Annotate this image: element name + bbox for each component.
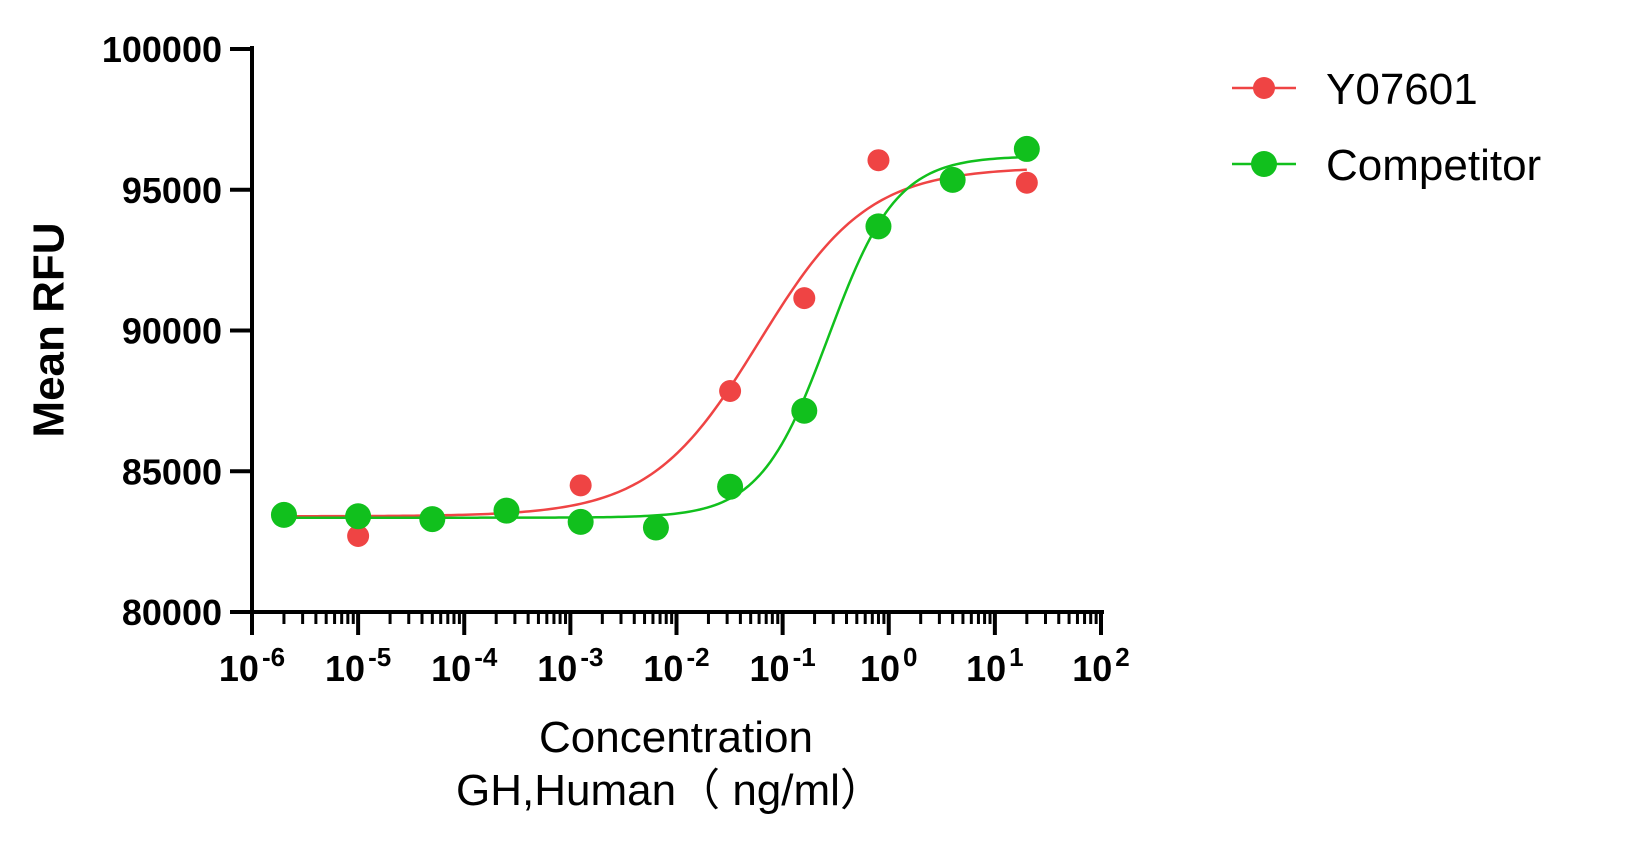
data-point-competitor xyxy=(939,166,966,193)
data-point-y07601 xyxy=(719,380,742,403)
x-tick-exponent: 1 xyxy=(1009,642,1023,672)
x-tick-exponent: -5 xyxy=(368,642,391,672)
fit-curve-competitor xyxy=(283,155,1027,519)
data-point-competitor xyxy=(1013,135,1040,162)
x-axis-title-line1: Concentration xyxy=(539,713,813,762)
legend-marker xyxy=(1251,151,1277,177)
data-point-competitor xyxy=(567,508,594,535)
data-point-y07601 xyxy=(569,474,592,497)
data-point-competitor xyxy=(791,397,818,424)
x-tick-base: 10 xyxy=(1072,648,1112,689)
x-tick-exponent: -3 xyxy=(580,642,603,672)
data-point-y07601 xyxy=(1015,171,1038,194)
fit-curve-y07601 xyxy=(283,168,1027,518)
x-tick-label: 10 0 xyxy=(860,642,918,689)
data-point-competitor xyxy=(717,473,744,500)
x-tick-label: 10 -2 xyxy=(643,642,709,689)
legend-label: Competitor xyxy=(1326,141,1541,190)
x-tick-base: 10 xyxy=(325,648,365,689)
x-tick-base: 10 xyxy=(643,648,683,689)
data-point-competitor xyxy=(419,506,446,533)
data-point-competitor xyxy=(865,213,892,240)
data-point-y07601 xyxy=(867,149,890,172)
x-tick-label: 10 -6 xyxy=(219,642,285,689)
x-tick-base: 10 xyxy=(431,648,471,689)
x-tick-label: 10 -5 xyxy=(325,642,391,689)
x-tick-label: 10 2 xyxy=(1072,642,1130,689)
x-tick-label: 10 -1 xyxy=(750,642,816,689)
x-tick-exponent: -4 xyxy=(474,642,498,672)
data-point-competitor xyxy=(642,514,669,541)
axes xyxy=(250,46,1104,614)
x-tick-base: 10 xyxy=(219,648,259,689)
x-tick-exponent: -2 xyxy=(686,642,709,672)
y-tick-label: 80000 xyxy=(122,592,222,633)
y-ticks: 80000 85000 90000 95000 100000 xyxy=(102,29,252,633)
data-point-y07601 xyxy=(793,287,816,310)
legend-marker xyxy=(1253,77,1275,99)
x-tick-exponent: 0 xyxy=(903,642,917,672)
y-tick-label: 100000 xyxy=(102,29,222,70)
data-points xyxy=(270,135,1040,547)
x-tick-base: 10 xyxy=(750,648,790,689)
y-tick-label: 95000 xyxy=(122,170,222,211)
y-tick-label: 85000 xyxy=(122,451,222,492)
data-point-competitor xyxy=(493,497,520,524)
x-tick-base: 10 xyxy=(860,648,900,689)
data-point-competitor xyxy=(345,503,372,530)
x-tick-label: 10 -3 xyxy=(537,642,603,689)
data-point-competitor xyxy=(270,501,297,528)
x-tick-base: 10 xyxy=(537,648,577,689)
legend: Y07601 Competitor xyxy=(1232,65,1541,190)
x-tick-label: 10 1 xyxy=(966,642,1024,689)
data-point-y07601 xyxy=(347,524,370,547)
y-axis-title: Mean RFU xyxy=(25,222,74,437)
x-tick-base: 10 xyxy=(966,648,1006,689)
y-tick-label: 90000 xyxy=(122,311,222,352)
x-tick-exponent: 2 xyxy=(1115,642,1129,672)
x-tick-label: 10 -4 xyxy=(431,642,498,689)
fit-curves xyxy=(283,155,1027,519)
legend-label: Y07601 xyxy=(1326,65,1478,114)
x-tick-exponent: -6 xyxy=(262,642,285,672)
x-tick-exponent: -1 xyxy=(793,642,816,672)
x-axis-title-line2: GH,Human（ ng/ml） xyxy=(456,766,884,815)
x-ticks: 10 -6 10 -5 10 -4 10 -3 10 -2 10 -1 10 0 10 1 10 2 xyxy=(219,612,1130,689)
